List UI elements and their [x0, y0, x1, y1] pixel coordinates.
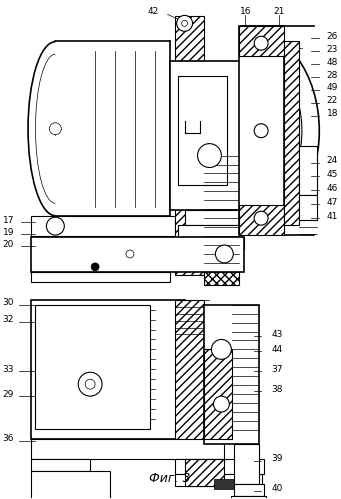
- Bar: [170, 61, 241, 210]
- Bar: [231, 496, 266, 499]
- Circle shape: [197, 144, 221, 168]
- Text: 19: 19: [3, 228, 14, 237]
- Bar: [30, 237, 244, 272]
- Circle shape: [126, 250, 134, 258]
- Bar: [205, 146, 239, 285]
- Bar: [30, 439, 224, 459]
- Bar: [30, 471, 110, 499]
- Circle shape: [46, 217, 64, 235]
- Text: 33: 33: [3, 365, 14, 374]
- Text: 23: 23: [327, 45, 338, 54]
- Circle shape: [254, 124, 268, 138]
- Bar: [175, 16, 205, 275]
- Bar: [184, 459, 224, 486]
- Bar: [239, 26, 284, 235]
- Bar: [30, 459, 90, 471]
- Bar: [30, 216, 175, 236]
- Circle shape: [85, 379, 95, 389]
- Bar: [175, 459, 264, 474]
- Text: 49: 49: [327, 83, 338, 92]
- Text: 20: 20: [3, 240, 14, 249]
- Circle shape: [78, 372, 102, 396]
- Text: 46: 46: [327, 184, 338, 193]
- Bar: [175, 474, 262, 486]
- Bar: [205, 305, 259, 444]
- Text: 44: 44: [271, 345, 282, 354]
- Circle shape: [216, 245, 233, 263]
- Bar: [205, 349, 232, 439]
- Text: 17: 17: [3, 216, 14, 225]
- Circle shape: [211, 339, 231, 359]
- Text: 45: 45: [327, 170, 338, 179]
- Circle shape: [213, 396, 229, 412]
- Circle shape: [254, 211, 268, 225]
- Bar: [170, 237, 244, 249]
- Text: 39: 39: [271, 454, 283, 463]
- Bar: [30, 272, 170, 282]
- Circle shape: [182, 20, 188, 26]
- Bar: [184, 210, 239, 225]
- Bar: [284, 41, 299, 225]
- Bar: [178, 76, 227, 186]
- Bar: [299, 195, 317, 220]
- Text: 42: 42: [148, 7, 159, 16]
- Bar: [214, 479, 234, 489]
- Text: 41: 41: [327, 212, 338, 221]
- Text: 26: 26: [327, 32, 338, 41]
- Text: 47: 47: [327, 198, 338, 207]
- Text: 29: 29: [3, 390, 14, 399]
- Text: Фиг. 3: Фиг. 3: [149, 472, 190, 485]
- Bar: [239, 205, 284, 235]
- Text: 24: 24: [327, 156, 338, 165]
- Bar: [178, 225, 242, 237]
- Bar: [35, 305, 150, 429]
- Text: 22: 22: [327, 96, 338, 105]
- Bar: [239, 26, 284, 56]
- Circle shape: [254, 36, 268, 50]
- Text: 48: 48: [327, 57, 338, 67]
- Circle shape: [91, 263, 99, 271]
- Text: 32: 32: [3, 315, 14, 324]
- Bar: [234, 484, 264, 496]
- Text: 36: 36: [3, 434, 14, 444]
- Text: 40: 40: [271, 484, 282, 493]
- Text: 30: 30: [3, 298, 14, 307]
- Text: 43: 43: [271, 330, 282, 339]
- Bar: [30, 300, 184, 439]
- Text: 37: 37: [271, 365, 283, 374]
- Circle shape: [49, 123, 61, 135]
- Circle shape: [177, 15, 193, 31]
- Text: 28: 28: [327, 70, 338, 79]
- Bar: [299, 146, 317, 195]
- Bar: [234, 444, 259, 484]
- Text: 38: 38: [271, 385, 283, 394]
- Text: 18: 18: [327, 109, 338, 118]
- Text: 16: 16: [239, 7, 251, 16]
- Bar: [175, 300, 205, 459]
- Text: 21: 21: [273, 7, 285, 16]
